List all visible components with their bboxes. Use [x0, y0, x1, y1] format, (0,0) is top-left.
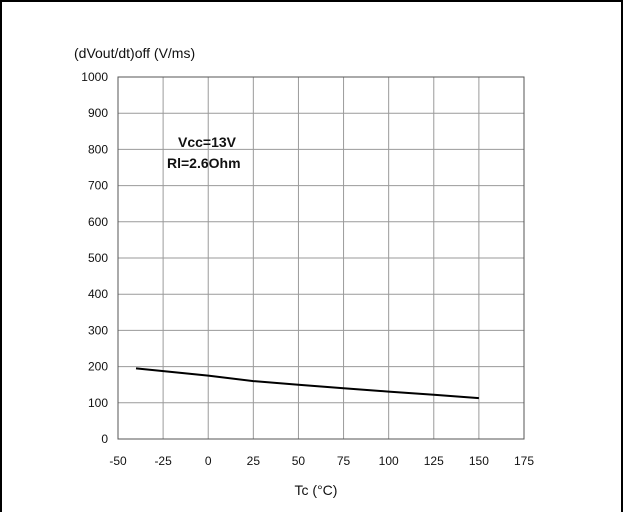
y-tick-label-3: 300 — [88, 323, 108, 337]
y-tick-label-6: 600 — [88, 215, 108, 229]
y-tick-label-2: 200 — [88, 360, 108, 374]
x-tick-label-2: 0 — [205, 454, 212, 468]
x-tick-label-5: 75 — [337, 454, 351, 468]
y-tick-labels: 0 100 200 300 400 500 600 700 800 900 1000 — [81, 70, 108, 446]
y-tick-label-8: 800 — [88, 142, 108, 156]
x-tick-labels: -50 -25 0 25 50 75 100 125 150 175 — [109, 454, 534, 468]
x-axis-title: Tc (°C) — [295, 482, 338, 498]
y-axis-title: (dVout/dt)off (V/ms) — [74, 45, 195, 61]
y-tick-label-9: 900 — [88, 106, 108, 120]
x-tick-label-0: -50 — [109, 454, 127, 468]
x-tick-label-1: -25 — [154, 454, 172, 468]
y-tick-label-0: 0 — [101, 432, 108, 446]
x-tick-label-7: 125 — [424, 454, 444, 468]
series-line-0 — [135, 367, 479, 400]
x-tick-label-4: 50 — [292, 454, 306, 468]
x-tick-label-3: 25 — [247, 454, 261, 468]
y-tick-label-1: 100 — [88, 396, 108, 410]
series-group — [135, 367, 479, 400]
y-tick-label-10: 1000 — [81, 70, 108, 84]
y-tick-label-7: 700 — [88, 179, 108, 193]
x-tick-label-6: 100 — [379, 454, 399, 468]
plot-area-frame — [117, 76, 525, 440]
gridlines — [117, 76, 525, 440]
annotation-vcc: Vcc=13V — [178, 134, 237, 150]
y-tick-label-5: 500 — [88, 251, 108, 265]
annotation-rl: Rl=2.6Ohm — [167, 155, 241, 171]
x-tick-label-9: 175 — [514, 454, 534, 468]
y-tick-label-4: 400 — [88, 287, 108, 301]
x-tick-label-8: 150 — [469, 454, 489, 468]
